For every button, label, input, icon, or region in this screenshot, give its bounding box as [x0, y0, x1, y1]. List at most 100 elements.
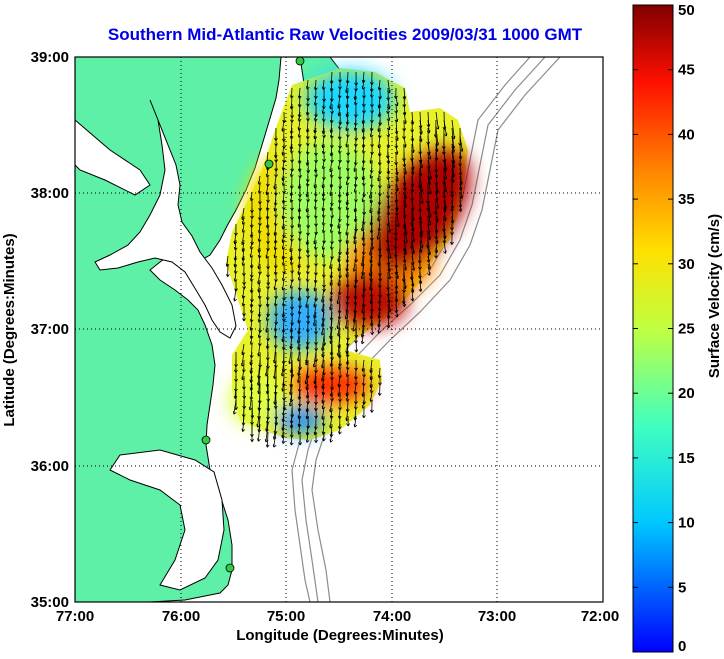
colorbar-tick-label: 25	[678, 321, 695, 338]
velocity-vector	[298, 255, 301, 269]
velocity-vector	[274, 239, 277, 250]
velocity-vector	[314, 175, 317, 189]
velocity-vector	[459, 175, 462, 191]
velocity-vector	[345, 303, 349, 320]
velocity-vector	[427, 207, 431, 226]
velocity-vector	[338, 159, 341, 170]
velocity-vector	[322, 223, 325, 233]
velocity-vector	[282, 319, 285, 333]
velocity-vector	[290, 135, 293, 150]
velocity-vector	[362, 295, 365, 314]
velocity-vector	[346, 103, 349, 117]
velocity-vector	[265, 423, 269, 443]
velocity-vector	[282, 407, 285, 422]
velocity-vector-head	[370, 331, 375, 335]
velocity-vector	[395, 103, 397, 114]
velocity-vector	[249, 391, 253, 411]
velocity-vector	[258, 311, 261, 323]
velocity-vector	[298, 271, 301, 281]
velocity-vector	[443, 207, 446, 221]
velocity-vector	[347, 359, 349, 370]
velocity-vector	[250, 375, 253, 391]
velocity-vector-head	[396, 223, 400, 227]
velocity-vector	[314, 423, 317, 435]
x-tick-label: 75:00	[267, 608, 305, 625]
velocity-vector	[313, 295, 317, 308]
velocity-vector	[377, 199, 381, 215]
velocity-vector	[298, 415, 301, 427]
velocity-vector	[322, 215, 325, 226]
velocity-vector	[290, 167, 293, 177]
velocity-vector	[387, 159, 390, 174]
velocity-vector	[250, 327, 253, 339]
velocity-vector	[419, 127, 422, 142]
velocity-vector-head	[345, 373, 350, 377]
velocity-vector	[346, 255, 349, 272]
velocity-vector	[250, 351, 253, 366]
velocity-vector	[266, 295, 269, 307]
colorbar-tick-label: 40	[678, 126, 695, 143]
delaware-bay	[75, 119, 151, 196]
velocity-vector	[403, 199, 406, 218]
velocity-vector	[282, 159, 285, 171]
x-tick-label: 76:00	[162, 608, 200, 625]
velocity-vector	[266, 207, 269, 220]
velocity-vector	[403, 111, 407, 124]
velocity-vector	[451, 143, 455, 164]
velocity-vector	[275, 263, 277, 275]
velocity-vector	[313, 135, 317, 148]
velocity-vector	[314, 95, 317, 106]
velocity-vector	[297, 343, 301, 362]
velocity-vector	[346, 95, 349, 108]
velocity-vector	[451, 135, 455, 153]
velocity-vector	[362, 167, 365, 181]
velocity-vector-head	[289, 442, 294, 446]
velocity-vector	[370, 391, 373, 402]
velocity-vector	[274, 231, 277, 244]
velocity-vector	[321, 407, 325, 420]
velocity-vector	[290, 191, 293, 203]
velocity-vector	[346, 183, 349, 197]
velocity-vector	[314, 279, 317, 292]
velocity-vector	[362, 191, 365, 202]
velocity-vector	[387, 175, 391, 189]
velocity-vector	[337, 335, 341, 356]
velocity-vector	[459, 199, 462, 212]
velocity-vector	[330, 215, 333, 227]
velocity-vector	[387, 79, 391, 94]
velocity-vector	[346, 391, 349, 402]
velocity-vector	[451, 167, 454, 183]
velocity-vector	[257, 343, 261, 357]
colorbar-tick-label: 5	[678, 579, 686, 596]
velocity-vector	[290, 431, 293, 446]
velocity-vector	[339, 87, 341, 99]
velocity-vector	[369, 183, 373, 199]
velocity-vector	[282, 327, 285, 342]
velocity-vector-head	[362, 415, 366, 419]
velocity-vector	[362, 119, 365, 133]
velocity-vector	[242, 295, 245, 307]
velocity-vector	[297, 263, 301, 275]
velocity-vector	[411, 159, 414, 175]
velocity-vector	[250, 279, 253, 293]
velocity-vector	[306, 231, 309, 245]
velocity-vector	[354, 383, 357, 395]
velocity-vector	[354, 271, 357, 289]
velocity-vector	[315, 159, 317, 173]
velocity-vector	[419, 183, 424, 204]
velocity-vector	[387, 311, 390, 328]
velocity-vector-head	[402, 303, 407, 308]
velocity-vector-head	[249, 197, 254, 201]
velocity-vector	[331, 127, 333, 139]
velocity-vector	[387, 127, 390, 137]
velocity-vector	[321, 287, 325, 303]
x-tick-label: 77:00	[56, 608, 94, 625]
velocity-vector	[321, 391, 325, 404]
velocity-vector	[282, 247, 285, 260]
velocity-vector	[403, 215, 407, 236]
velocity-vector	[403, 223, 408, 243]
velocity-vector	[435, 135, 438, 152]
velocity-vector	[329, 183, 333, 196]
velocity-vector	[250, 335, 253, 345]
velocity-vector	[297, 327, 301, 344]
